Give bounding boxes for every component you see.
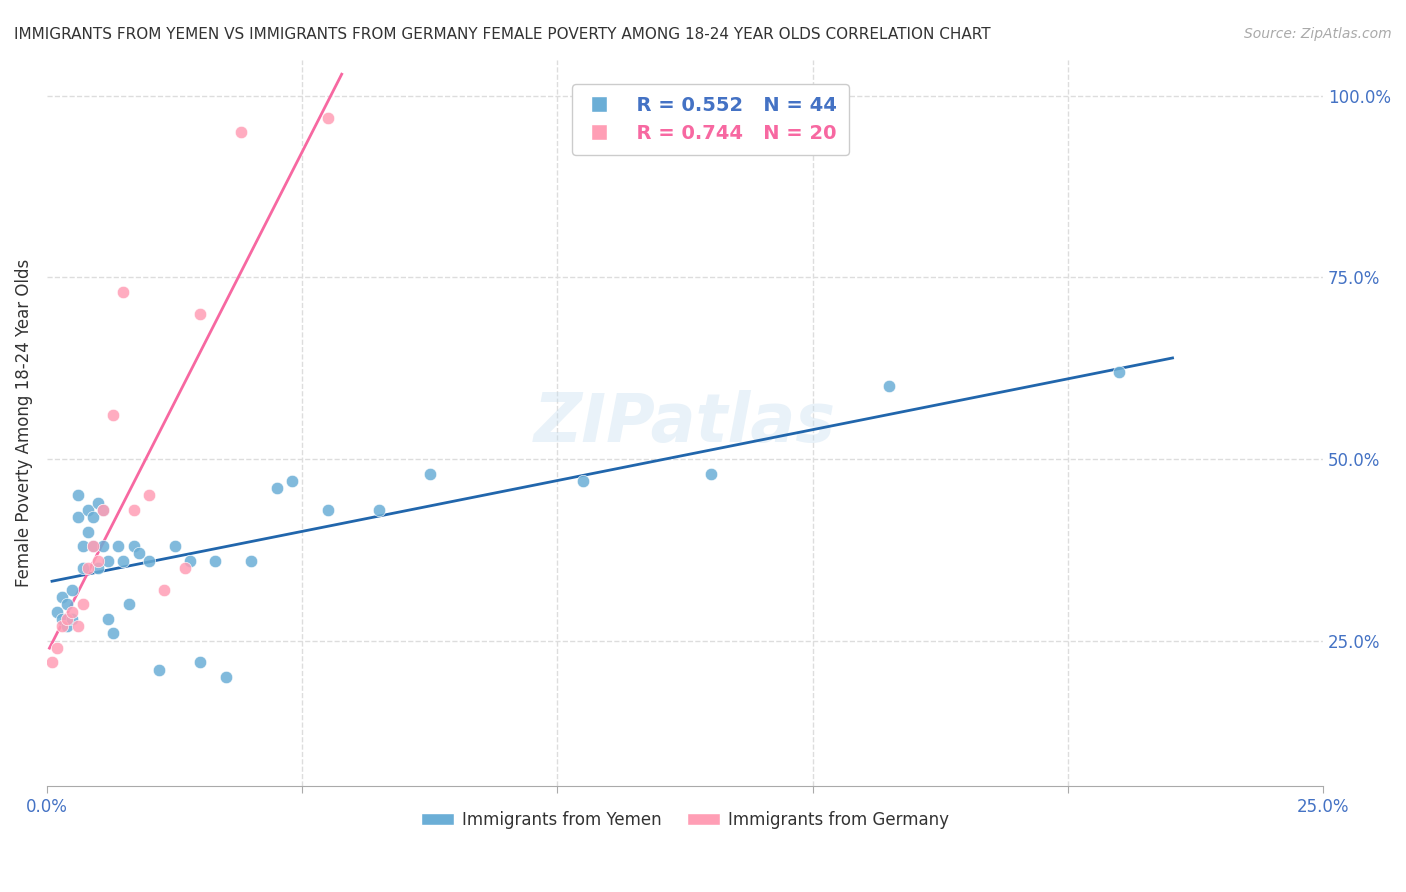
Point bbox=[419, 467, 441, 481]
Point bbox=[76, 503, 98, 517]
Point bbox=[107, 539, 129, 553]
Point bbox=[122, 503, 145, 517]
Point bbox=[51, 619, 73, 633]
Point bbox=[56, 612, 79, 626]
Point bbox=[316, 111, 339, 125]
Point bbox=[367, 503, 389, 517]
Text: IMMIGRANTS FROM YEMEN VS IMMIGRANTS FROM GERMANY FEMALE POVERTY AMONG 18-24 YEAR: IMMIGRANTS FROM YEMEN VS IMMIGRANTS FROM… bbox=[14, 27, 991, 42]
Point bbox=[122, 539, 145, 553]
Point bbox=[87, 554, 110, 568]
Point bbox=[91, 539, 114, 553]
Point bbox=[97, 612, 120, 626]
Point bbox=[82, 539, 104, 553]
Point bbox=[240, 554, 263, 568]
Point bbox=[91, 503, 114, 517]
Point bbox=[179, 554, 201, 568]
Point bbox=[112, 285, 135, 299]
Point bbox=[66, 488, 89, 502]
Text: ZIPatlas: ZIPatlas bbox=[534, 390, 837, 456]
Point bbox=[214, 670, 236, 684]
Point bbox=[188, 656, 211, 670]
Point bbox=[266, 481, 288, 495]
Point bbox=[877, 379, 900, 393]
Point bbox=[173, 561, 195, 575]
Point bbox=[62, 582, 84, 597]
Point bbox=[76, 524, 98, 539]
Legend: Immigrants from Yemen, Immigrants from Germany: Immigrants from Yemen, Immigrants from G… bbox=[413, 805, 956, 836]
Point bbox=[62, 612, 84, 626]
Point bbox=[51, 612, 73, 626]
Point bbox=[128, 546, 150, 560]
Point bbox=[66, 510, 89, 524]
Point bbox=[1108, 365, 1130, 379]
Point bbox=[66, 619, 89, 633]
Point bbox=[188, 307, 211, 321]
Point bbox=[138, 554, 160, 568]
Text: Source: ZipAtlas.com: Source: ZipAtlas.com bbox=[1244, 27, 1392, 41]
Point bbox=[103, 626, 125, 640]
Y-axis label: Female Poverty Among 18-24 Year Olds: Female Poverty Among 18-24 Year Olds bbox=[15, 259, 32, 587]
Point bbox=[204, 554, 226, 568]
Point bbox=[82, 510, 104, 524]
Point bbox=[97, 554, 120, 568]
Point bbox=[138, 488, 160, 502]
Point bbox=[229, 125, 252, 139]
Point bbox=[56, 597, 79, 611]
Point bbox=[87, 495, 110, 509]
Point bbox=[46, 605, 69, 619]
Point bbox=[72, 597, 94, 611]
Point bbox=[163, 539, 186, 553]
Point bbox=[41, 656, 63, 670]
Point bbox=[46, 640, 69, 655]
Point bbox=[76, 561, 98, 575]
Point bbox=[699, 467, 721, 481]
Point bbox=[572, 474, 595, 488]
Point bbox=[112, 554, 135, 568]
Point bbox=[91, 503, 114, 517]
Point bbox=[148, 663, 170, 677]
Point bbox=[153, 582, 176, 597]
Point bbox=[56, 619, 79, 633]
Point bbox=[62, 605, 84, 619]
Point bbox=[87, 561, 110, 575]
Point bbox=[51, 590, 73, 604]
Point bbox=[117, 597, 139, 611]
Point bbox=[72, 561, 94, 575]
Point bbox=[82, 539, 104, 553]
Point bbox=[72, 539, 94, 553]
Point bbox=[316, 503, 339, 517]
Point bbox=[281, 474, 304, 488]
Point bbox=[103, 409, 125, 423]
